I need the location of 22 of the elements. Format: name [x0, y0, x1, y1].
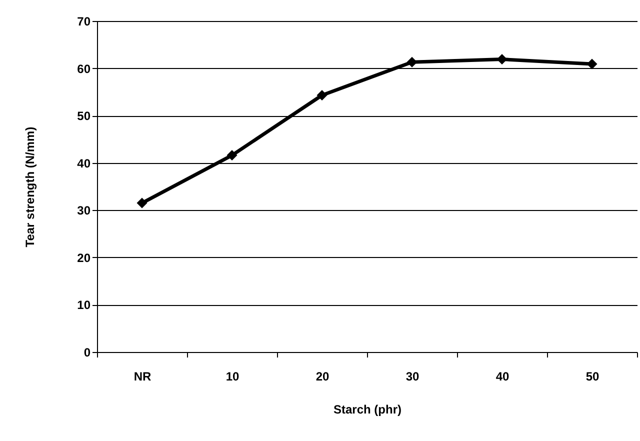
y-tick-label: 10	[77, 298, 91, 312]
x-tick-label: 20	[316, 370, 330, 384]
x-tick-label: 50	[586, 370, 600, 384]
y-tick-label: 0	[84, 346, 91, 360]
y-tick-label: 50	[77, 109, 91, 124]
x-tick-label: NR	[134, 370, 152, 384]
point	[136, 198, 148, 208]
point	[226, 150, 238, 161]
y-tick-label: 60	[77, 62, 91, 76]
point	[406, 56, 418, 68]
point	[496, 54, 508, 65]
y-tick-label: 20	[77, 250, 91, 265]
x-axis-title: Starch (phr)	[333, 402, 402, 416]
x-tick-label: 40	[496, 370, 510, 384]
y-tick-label: 70	[77, 14, 91, 28]
y-tick-label: 40	[77, 156, 91, 170]
point	[586, 58, 598, 70]
point	[316, 90, 328, 100]
x-tick-label: 10	[226, 370, 240, 384]
y-axis-title: Tear strength (N/mm)	[23, 126, 38, 248]
y-tick-label: 30	[77, 204, 91, 218]
x-tick-label: 30	[406, 370, 420, 384]
